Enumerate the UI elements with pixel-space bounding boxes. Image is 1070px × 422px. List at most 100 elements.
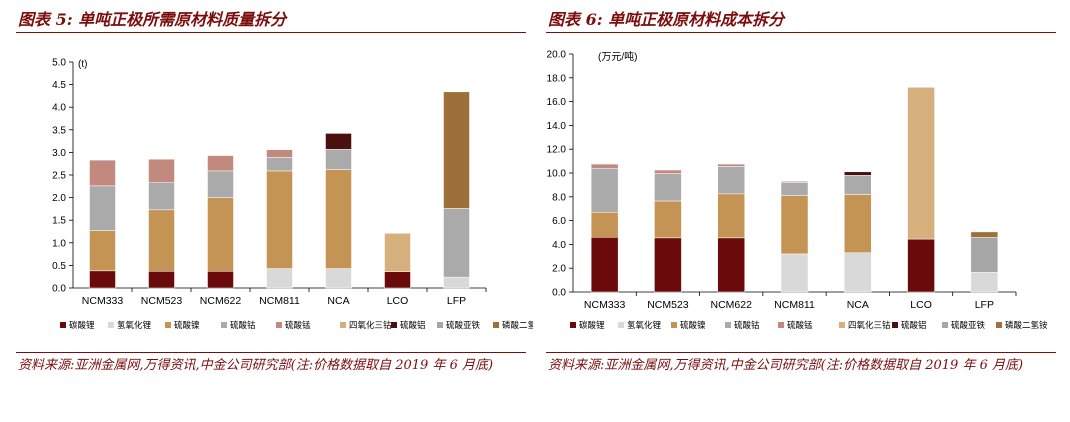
bar-segment [443,276,470,289]
bar-segment [654,200,682,239]
bar-segment [780,195,809,255]
bar-segment [443,208,470,278]
legend-label: 硫酸钴 [230,320,256,331]
bar-segment [590,212,619,238]
bar-segment [207,197,234,272]
bar-segment [89,270,116,289]
y-tick-label: 3.5 [52,125,66,136]
bar-segment [717,237,745,293]
unit-label: (t) [78,59,87,70]
category-label: LCO [387,295,409,307]
bar-segment [266,149,293,158]
bar-segment [148,158,175,183]
y-tick-label: 14.0 [547,121,567,132]
legend-swatch [108,322,114,328]
bar-segment [970,237,999,273]
legend-label: 磷酸二氢铵 [502,320,533,331]
y-tick-label: 12.0 [547,145,567,156]
source-divider [16,352,526,353]
legend-swatch [221,322,227,328]
y-tick-label: 4.0 [52,103,66,114]
bar-segment [717,163,745,167]
bar-segment [325,148,352,170]
bar-segment [590,167,619,213]
bar-segment [654,169,682,174]
y-tick-label: 2.0 [552,264,566,275]
legend-label: 氢氧化锂 [627,320,662,331]
bar-segment [907,238,935,293]
category-label: NCA [327,295,349,307]
y-tick-label: 0.0 [552,288,566,299]
bar-segment [325,133,352,150]
unit-label: (万元/吨) [598,50,637,63]
legend-label: 碳酸锂 [579,320,605,331]
y-tick-label: 2.5 [52,171,66,182]
category-label: NCM523 [647,299,689,311]
legend-swatch [276,322,282,328]
legend-label: 硫酸镍 [174,320,200,331]
legend-label: 硫酸镍 [680,320,706,331]
legend-label: 四氧化三钴 [349,320,392,331]
legend-swatch [892,322,898,328]
bar-segment [970,272,999,293]
y-tick-label: 20.0 [547,50,567,61]
y-tick-label: 8.0 [552,192,566,203]
bar-segment [148,182,175,211]
mass-breakdown-chart: 0.0 0.5 1.0 1.5 2.0 2.5 3.0 3.5 4.0 4.5 5.0 (t) NCM3… [52,58,533,332]
bar-segment [907,87,935,240]
bar-segment [384,271,411,289]
bar-segment [844,171,872,176]
bar-segment [717,166,745,195]
legend-label: 硫酸钴 [734,320,760,331]
category-label: NCM523 [141,295,183,307]
legend-label: 碳酸锂 [69,320,95,331]
chart-panel-mass: 图表 5: 单吨正极所需原材料质量拆分 0.0 0.5 1.0 1.5 2.0 2.5 3.… [8,0,533,422]
y-tick-label: 4.0 [552,240,566,251]
bar-segment [207,271,234,289]
title-divider [546,32,1056,33]
legend-swatch [671,322,677,328]
y-tick-label: 0.0 [52,284,66,295]
category-label: NCA [847,299,869,311]
source-divider [546,352,1056,353]
bar-segment [970,231,999,238]
bar-segment [266,268,293,289]
bar-segment [89,185,116,231]
bar-segment [844,194,872,253]
bar-segment [266,157,293,172]
category-label: NCM333 [584,299,626,311]
y-tick-label: 18.0 [547,73,567,84]
legend-swatch [618,322,624,328]
legend-label: 硫酸锰 [285,320,311,331]
category-label: LCO [910,299,932,311]
legend-label: 磷酸二氢铵 [1005,320,1048,331]
bar-segment [148,209,175,272]
figure-title: 图表 6: 单吨正极原材料成本拆分 [548,10,785,29]
legend-swatch [778,322,784,328]
category-label: LFP [447,295,466,307]
category-label: NCM811 [774,299,815,311]
legend-swatch [165,322,171,328]
y-tick-label: 6.0 [552,216,566,227]
category-label: NCM622 [200,295,242,307]
category-label: NCM333 [82,295,124,307]
legend-swatch [570,322,576,328]
legend-label: 硫酸铝 [400,320,426,331]
legend-swatch [942,322,948,328]
legend-swatch [60,322,66,328]
source-note: 资料来源:亚洲金属网,万得资讯,中金公司研究部(注:价格数据取自 2019 年 … [548,358,1024,373]
bar-segment [654,237,682,293]
legend-label: 氢氧化锂 [117,320,152,331]
source-note: 资料来源:亚洲金属网,万得资讯,中金公司研究部(注:价格数据取自 2019 年 … [18,358,494,373]
bar-segment [207,170,234,198]
y-tick-label: 5.0 [52,58,66,69]
legend-swatch [839,322,845,328]
legend-swatch [391,322,397,328]
bar-segment [266,170,293,269]
y-tick-label: 4.5 [52,80,66,91]
bar-segment [148,271,175,289]
bar-segment [590,163,619,169]
legend-swatch [996,322,1002,328]
figure-title: 图表 5: 单吨正极所需原材料质量拆分 [18,10,287,29]
bar-segment [780,181,809,183]
